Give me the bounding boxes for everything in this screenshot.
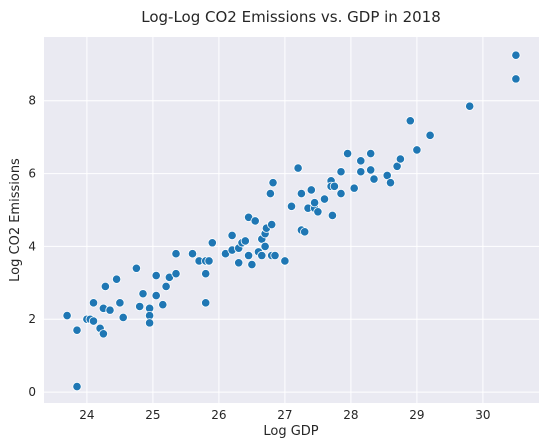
data-point (313, 207, 323, 217)
data-point (240, 236, 250, 246)
x-tick-label: 24 (79, 408, 94, 422)
data-point (158, 300, 168, 310)
data-point (336, 167, 346, 177)
x-tick-label: 26 (211, 408, 226, 422)
data-point (204, 256, 214, 266)
data-point (227, 230, 237, 241)
data-point (207, 238, 217, 248)
data-point (115, 298, 125, 308)
x-axis-label: Log GDP (263, 424, 318, 439)
x-tick-labels: 24 25 26 27 28 29 30 (79, 408, 490, 422)
data-point (270, 250, 280, 261)
data-point (327, 210, 338, 221)
x-tick-label: 29 (409, 408, 424, 422)
y-tick-label: 6 (28, 167, 36, 181)
data-point (356, 167, 366, 177)
data-point (280, 256, 290, 266)
data-point (105, 305, 115, 315)
data-point (234, 258, 244, 268)
x-tick-label: 27 (277, 408, 292, 422)
y-tick-label: 0 (28, 385, 36, 399)
data-point (72, 382, 82, 392)
data-point (62, 310, 72, 321)
data-point (72, 325, 82, 335)
data-point (293, 163, 303, 173)
data-point (112, 274, 122, 284)
data-point (138, 289, 148, 299)
data-point (336, 188, 346, 199)
data-point (465, 101, 475, 111)
chart-title: Log-Log CO2 Emissions vs. GDP in 2018 (141, 8, 441, 26)
data-point (296, 188, 306, 199)
data-point (511, 74, 521, 84)
data-point (88, 316, 99, 326)
data-point (201, 269, 211, 279)
y-tick-label: 4 (28, 239, 36, 253)
data-point (151, 290, 161, 301)
data-point (257, 250, 267, 261)
data-point (405, 116, 415, 126)
data-point (268, 178, 278, 188)
data-point (250, 216, 260, 226)
data-point (131, 263, 141, 273)
y-tick-label: 2 (28, 312, 36, 326)
data-point (171, 249, 181, 259)
data-point (98, 329, 109, 339)
y-tick-label: 8 (28, 94, 36, 108)
data-point (366, 165, 376, 175)
grid-lines (44, 37, 539, 403)
data-point (412, 145, 422, 155)
data-point (201, 298, 211, 308)
data-point (265, 188, 275, 199)
data-point (309, 198, 320, 208)
data-point (369, 174, 379, 184)
data-point (135, 301, 145, 312)
y-axis-label: Log CO2 Emissions (8, 158, 23, 282)
x-tick-label: 30 (475, 408, 490, 422)
data-point (88, 298, 99, 308)
plot-background (44, 37, 539, 403)
data-point (244, 250, 254, 261)
data-point (100, 281, 110, 292)
data-point (260, 241, 270, 252)
data-point (319, 194, 330, 204)
data-point (118, 312, 128, 323)
data-point (342, 148, 353, 159)
data-point (171, 269, 181, 279)
data-point (267, 219, 277, 230)
data-point (286, 201, 297, 211)
data-point (151, 270, 161, 281)
data-point (425, 130, 435, 140)
data-point (385, 178, 396, 188)
x-tick-label: 25 (145, 408, 160, 422)
data-point (329, 181, 339, 191)
data-point (511, 50, 521, 60)
data-point (300, 227, 310, 237)
data-points (62, 50, 521, 392)
data-point (161, 281, 171, 292)
x-tick-label: 28 (343, 408, 358, 422)
data-point (145, 318, 155, 328)
y-tick-labels: 0 2 4 6 8 (28, 94, 36, 399)
data-point (366, 148, 376, 159)
data-point (306, 185, 316, 195)
data-point (187, 249, 198, 259)
data-point (356, 156, 366, 166)
data-point (247, 260, 257, 270)
data-point (395, 154, 405, 164)
data-point (349, 183, 359, 193)
